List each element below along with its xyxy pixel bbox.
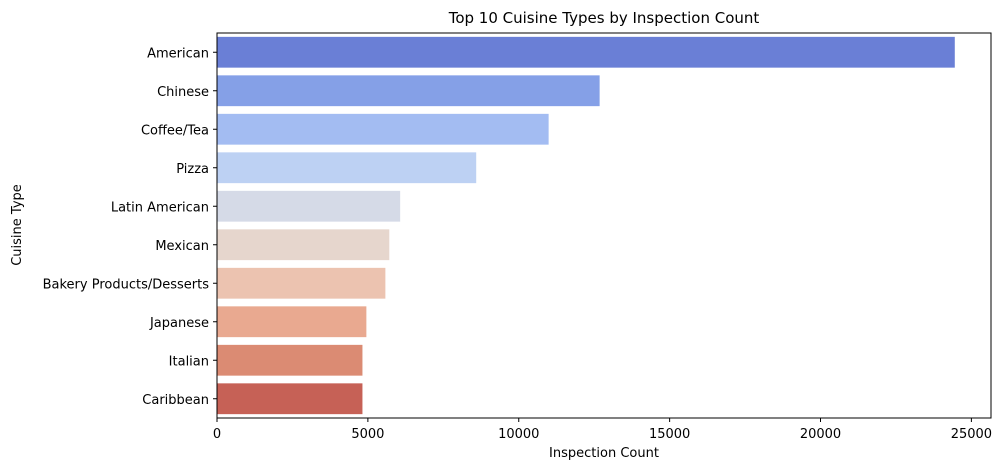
x-tick-label-5000: 5000: [351, 427, 384, 442]
x-axis: 0 5000 10000 15000 20000 25000: [213, 418, 992, 442]
y-tick-label-american: American: [147, 46, 209, 61]
bar-pizza: [217, 152, 477, 184]
x-tick-label-25000: 25000: [951, 427, 992, 442]
y-tick-label-coffee-tea: Coffee/Tea: [141, 123, 209, 138]
y-tick-label-chinese: Chinese: [157, 85, 209, 100]
x-tick-label-15000: 15000: [649, 427, 690, 442]
chart-title: Top 10 Cuisine Types by Inspection Count: [448, 9, 760, 27]
x-axis-label: Inspection Count: [549, 446, 659, 461]
bar-american: [217, 36, 955, 68]
bar-italian: [217, 344, 363, 376]
x-tick-label-10000: 10000: [498, 427, 539, 442]
bars-group: [217, 36, 955, 415]
bar-chinese: [217, 75, 600, 107]
y-tick-label-pizza: Pizza: [176, 162, 209, 177]
y-tick-label-latin-american: Latin American: [111, 200, 209, 215]
y-tick-label-japanese: Japanese: [149, 316, 209, 331]
x-tick-label-20000: 20000: [800, 427, 841, 442]
y-tick-label-bakery-products-desserts: Bakery Products/Desserts: [43, 277, 210, 292]
y-tick-label-mexican: Mexican: [155, 239, 209, 254]
bar-latin-american: [217, 190, 401, 222]
y-tick-label-italian: Italian: [169, 354, 209, 369]
plot-frame: [216, 32, 992, 419]
bar-bakery-products-desserts: [217, 267, 386, 299]
x-tick-label-0: 0: [213, 427, 221, 442]
bar-japanese: [217, 306, 367, 338]
bar-caribbean: [217, 383, 363, 415]
y-tick-label-caribbean: Caribbean: [142, 393, 209, 408]
y-axis: American Chinese Coffee/Tea Pizza Latin Amer…: [43, 46, 217, 408]
y-axis-label: Cuisine Type: [10, 184, 25, 266]
bar-coffee-tea: [217, 113, 549, 145]
bar-mexican: [217, 229, 390, 261]
